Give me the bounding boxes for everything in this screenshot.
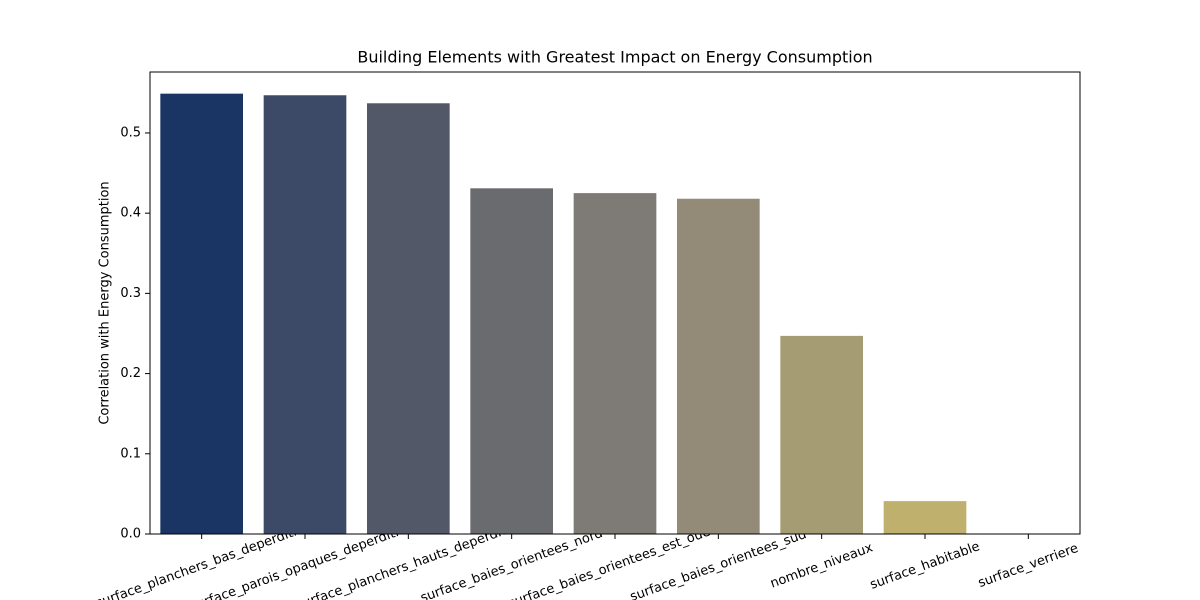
y-tick-label: 0.4 <box>120 206 141 221</box>
bar <box>160 93 243 534</box>
plot-frame <box>149 71 1081 535</box>
bar <box>263 95 347 535</box>
x-tick-label: surface_verriere <box>976 541 1080 591</box>
bar <box>780 335 863 534</box>
y-tick-label: 0.0 <box>120 527 141 542</box>
y-axis-label: Correlation with Energy Consumption <box>98 181 113 424</box>
y-tick-label: 0.5 <box>120 125 141 140</box>
bar <box>573 193 657 535</box>
bar <box>883 501 967 534</box>
bar <box>367 103 450 534</box>
y-tick-label: 0.3 <box>120 286 141 301</box>
chart-title: Building Elements with Greatest Impact o… <box>357 48 872 67</box>
y-tick-label: 0.2 <box>120 366 141 381</box>
bar <box>677 198 760 534</box>
x-tick-label: surface_habitable <box>868 539 982 593</box>
bar <box>470 188 553 535</box>
y-tick-label: 0.1 <box>120 446 141 461</box>
